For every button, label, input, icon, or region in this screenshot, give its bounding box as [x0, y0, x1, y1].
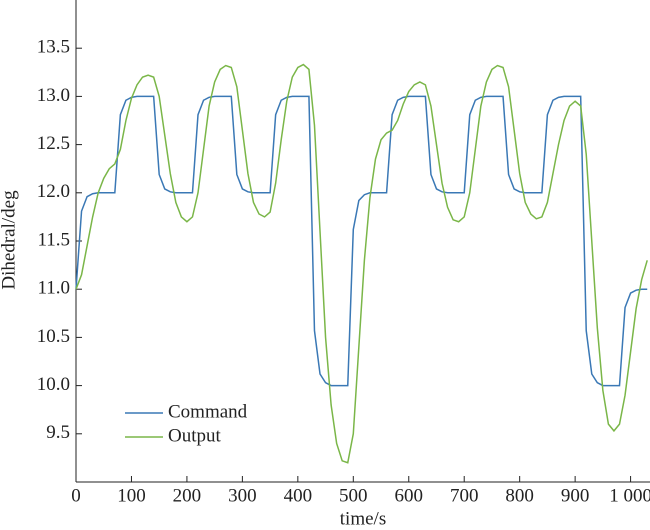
- x-tick-label: 200: [173, 485, 202, 506]
- x-tick-label: 700: [450, 485, 479, 506]
- y-tick-label: 11.0: [37, 278, 70, 299]
- x-tick-label: 900: [561, 485, 590, 506]
- x-tick-label: 400: [284, 485, 313, 506]
- x-tick-label: 300: [228, 485, 257, 506]
- legend-label: Output: [168, 425, 222, 446]
- x-tick-label: 500: [339, 485, 368, 506]
- y-tick-label: 13.0: [37, 85, 70, 106]
- y-tick-label: 12.5: [37, 133, 70, 154]
- x-tick-label: 800: [505, 485, 534, 506]
- x-axis-label: time/s: [340, 508, 386, 529]
- legend-label: Command: [168, 401, 248, 422]
- y-tick-label: 13.5: [37, 37, 70, 58]
- x-tick-label: 600: [395, 485, 424, 506]
- series-line: [75, 63, 648, 464]
- x-tick-label: 0: [71, 485, 81, 506]
- y-tick-label: 12.0: [37, 181, 70, 202]
- y-tick-label: 9.5: [46, 422, 70, 443]
- x-tick-label: 100: [117, 485, 146, 506]
- series-line: [75, 95, 648, 387]
- y-tick-label: 11.5: [37, 229, 70, 250]
- x-tick-label: 1 000: [609, 485, 650, 506]
- y-axis-label: Dihedral/deg: [0, 190, 19, 290]
- y-tick-label: 10.5: [37, 326, 70, 347]
- y-tick-label: 10.0: [37, 374, 70, 395]
